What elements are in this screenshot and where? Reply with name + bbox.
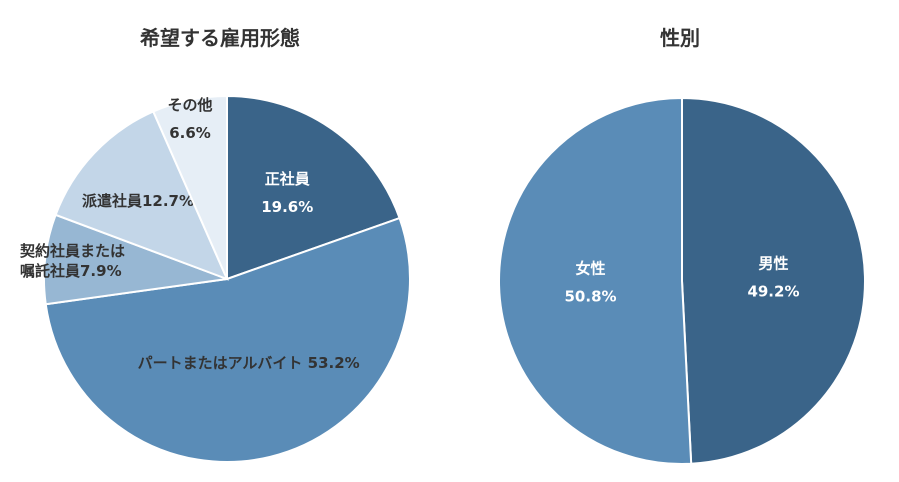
pie-slice-gender-0 [681, 96, 867, 465]
pie-gender: 男性 49.2% 女性 50.8% [498, 96, 867, 465]
slice-label-name: 女性 [576, 259, 606, 277]
slice-label-name: 男性 [758, 255, 788, 273]
slice-label-value: 19.6% [261, 198, 313, 216]
slice-label-gender-0: 男性 49.2% [747, 255, 799, 301]
slice-label-value: 6.6% [169, 124, 211, 142]
slice-label-employment-1: パートまたはアルバイト 53.2% [138, 354, 360, 372]
slice-label-employment-2: 契約社員または嘱託社員7.9% [19, 242, 125, 280]
slice-label-employment-4: その他 6.6% [167, 96, 212, 142]
chart-title-employment: 希望する雇用形態 [140, 26, 300, 50]
slice-label-line: 嘱託社員7.9% [20, 262, 122, 280]
slice-label-employment-0: 正社員 19.6% [261, 170, 313, 216]
pie-slice-gender-1 [498, 96, 693, 465]
pie-slice-employment-2 [43, 213, 228, 306]
slice-label-name: その他 [167, 96, 212, 114]
pie-slice-employment-4 [151, 94, 228, 280]
slice-label-value: 50.8% [565, 287, 617, 305]
slice-label-employment-3: 派遣社員12.7% [82, 192, 194, 210]
pie-slice-employment-1 [44, 216, 411, 463]
slice-label-gender-1: 女性 50.8% [565, 259, 617, 305]
slice-label-value: 49.2% [747, 283, 799, 301]
pie-slice-employment-3 [54, 110, 229, 281]
slice-label-name: 正社員 [265, 170, 310, 188]
chart-title-gender: 性別 [660, 26, 700, 50]
slice-label-line: 契約社員または [19, 242, 125, 260]
pie-employment: 正社員 19.6% パートまたはアルバイト 53.2% 契約社員または嘱託社員7.9%… [19, 94, 411, 463]
